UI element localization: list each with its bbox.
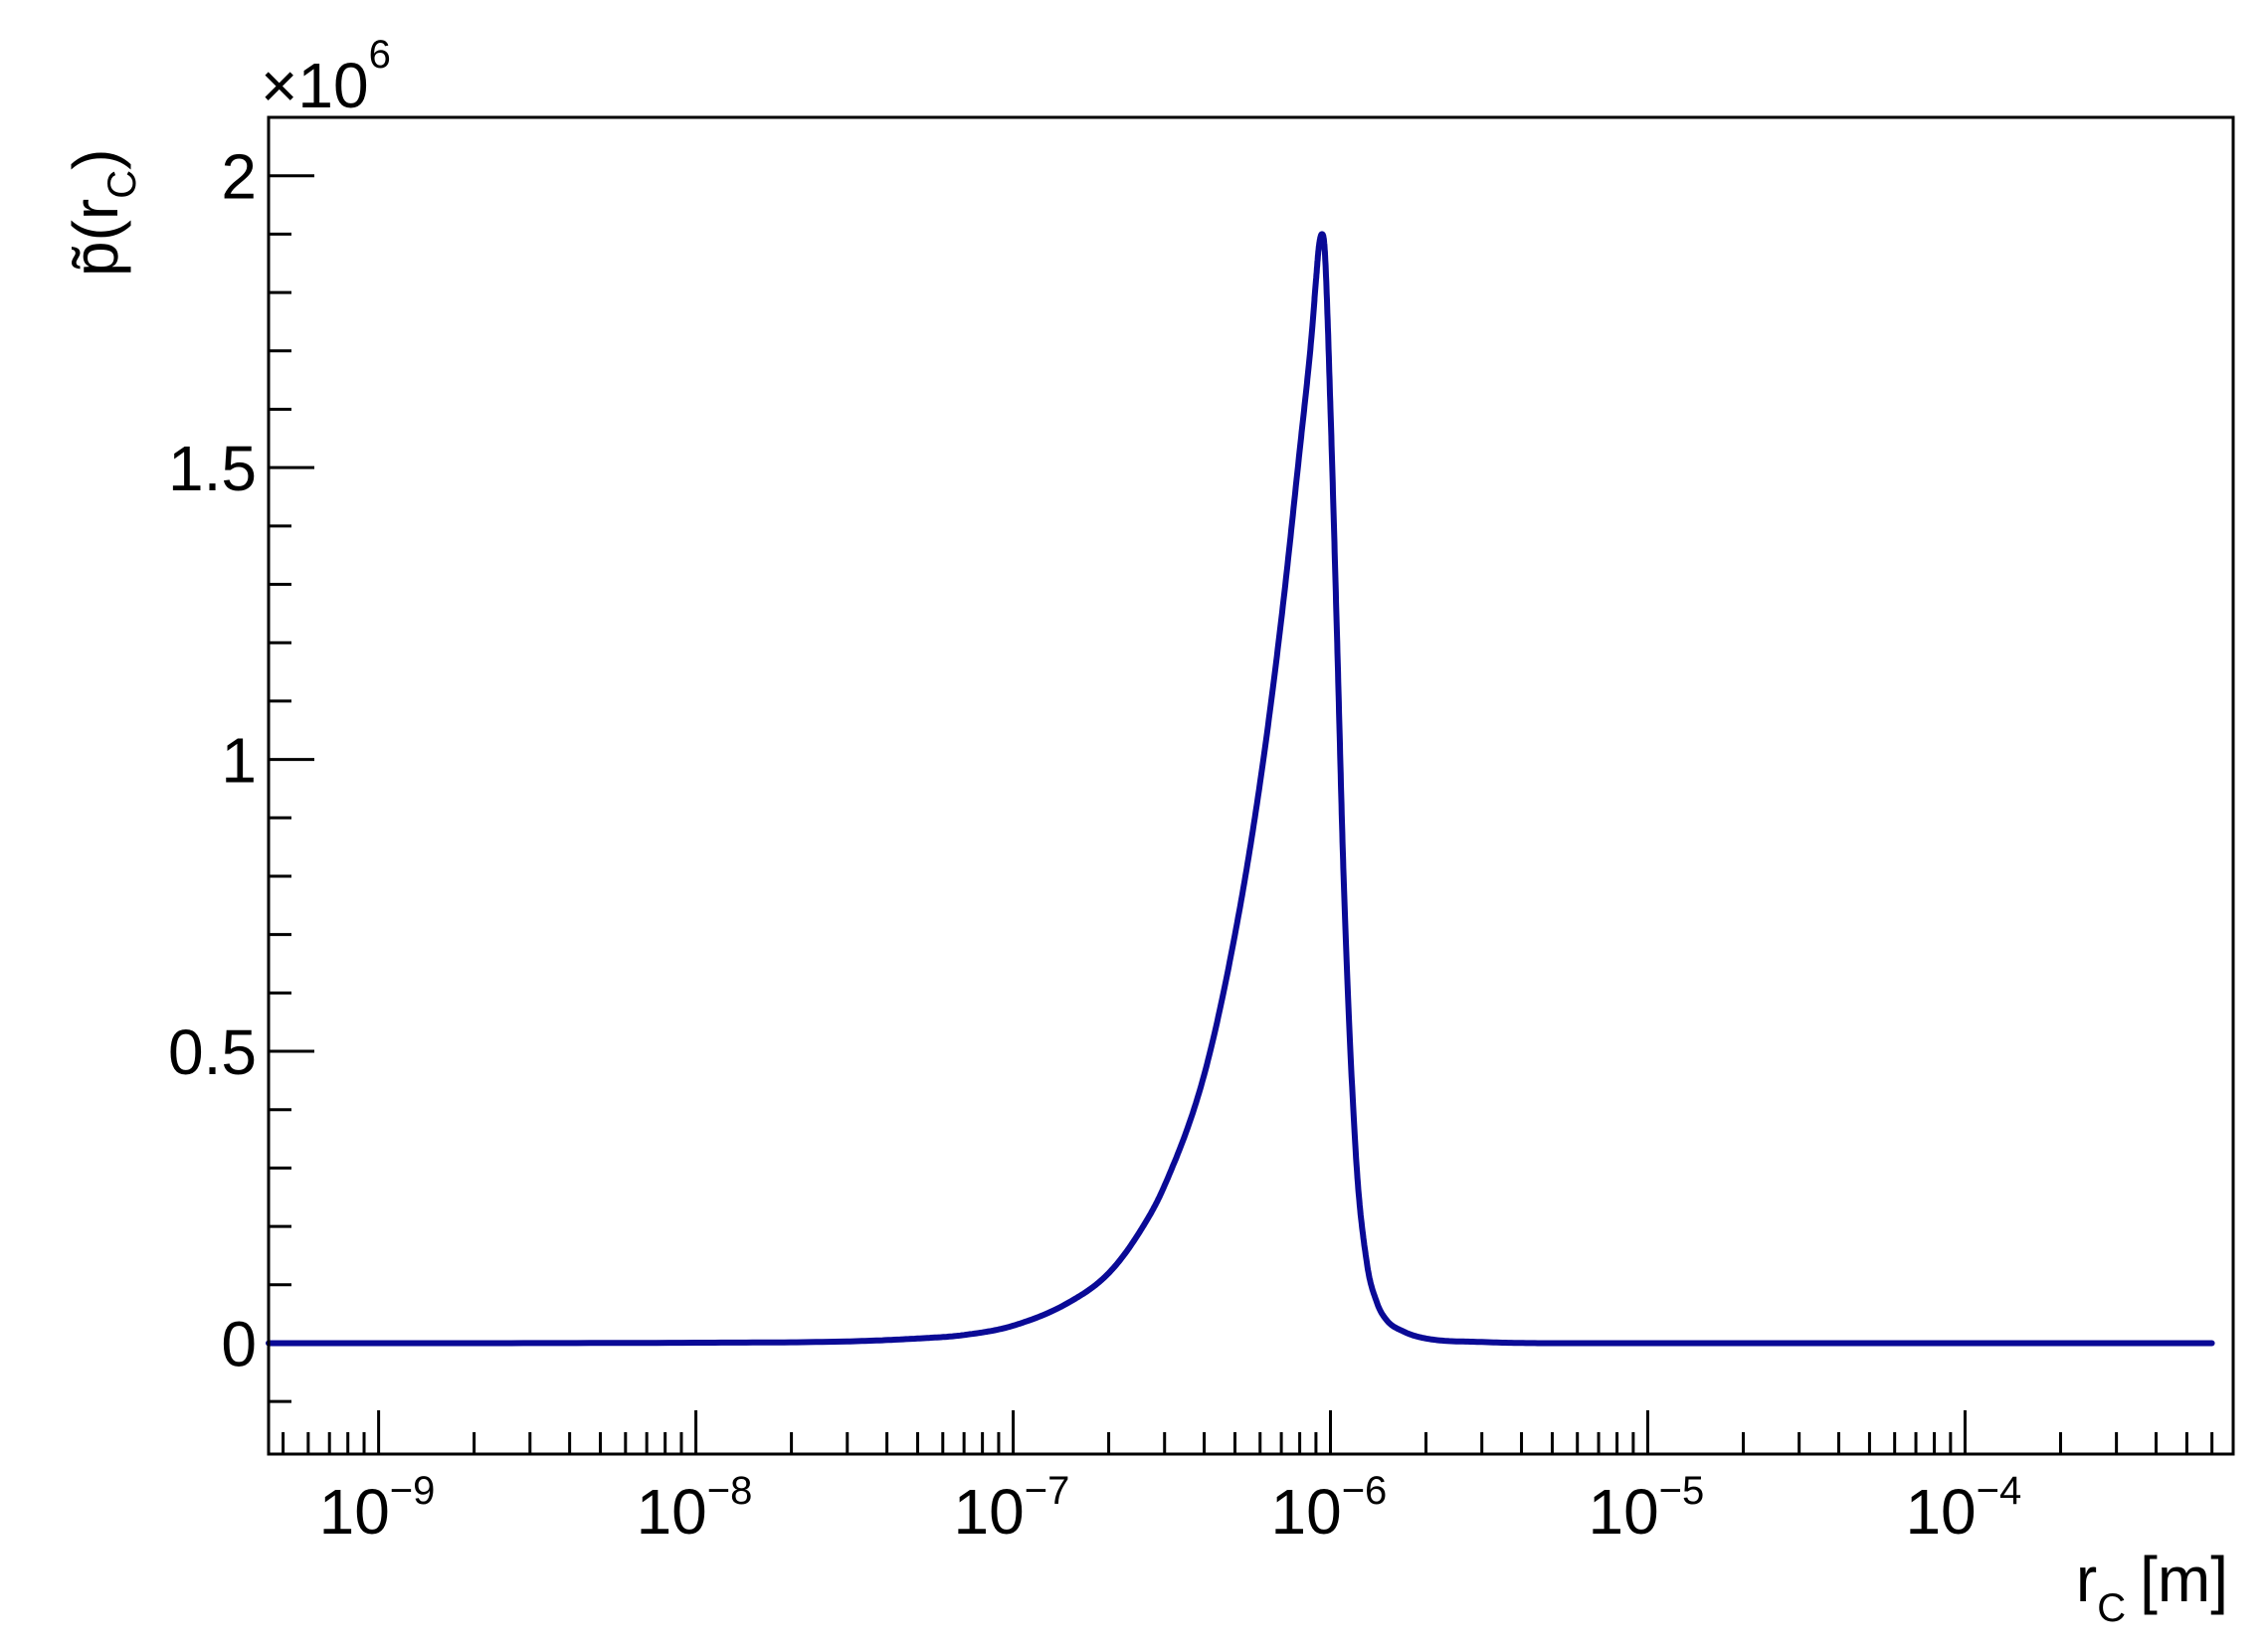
y-axis-title-main: p̃(r xyxy=(60,199,131,276)
x-tick-label-base: 10 xyxy=(954,1476,1025,1548)
y-multiplier: ×106 xyxy=(261,33,391,121)
y-tick-label: 0.5 xyxy=(168,1016,257,1088)
axis-ticks xyxy=(269,174,2235,1454)
y-tick-label: 1 xyxy=(221,725,257,797)
x-axis-title: rC [m] xyxy=(2076,1544,2228,1630)
x-tick-label-exp: −5 xyxy=(1659,1469,1705,1513)
plot-frame xyxy=(267,115,2235,1456)
x-tick-label-base: 10 xyxy=(1905,1476,1976,1548)
x-tick-label: 10−5 xyxy=(1588,1469,1704,1548)
y-tick-label: 1.5 xyxy=(168,433,257,504)
x-tick-label-base: 10 xyxy=(637,1476,707,1548)
x-tick-label-base: 10 xyxy=(1588,1476,1658,1548)
y-multiplier-exp: 6 xyxy=(369,33,391,77)
y-axis-title: p̃(rC) xyxy=(60,149,144,276)
x-tick-label: 10−6 xyxy=(1271,1469,1388,1548)
x-tick-labels: 10−9 10−8 10−7 10−6 10−5 10−4 xyxy=(319,1469,2022,1548)
y-tick-label: 0 xyxy=(221,1308,257,1379)
x-axis-title-unit: [m] xyxy=(2140,1544,2228,1615)
x-tick-label: 10−7 xyxy=(954,1469,1070,1548)
x-tick-label-exp: −8 xyxy=(707,1469,753,1513)
x-tick-label-exp: −6 xyxy=(1342,1469,1388,1513)
x-tick-label: 10−8 xyxy=(637,1469,753,1548)
x-tick-label-exp: −4 xyxy=(1977,1469,2022,1513)
x-tick-label-base: 10 xyxy=(1271,1476,1342,1548)
y-axis-title-close: ) xyxy=(60,149,131,170)
y-axis-title-sub: C xyxy=(100,170,144,199)
series-line xyxy=(266,231,2215,1347)
y-tick-label: 2 xyxy=(221,141,257,213)
x-tick-label: 10−9 xyxy=(319,1469,436,1548)
x-tick-label-exp: −7 xyxy=(1025,1469,1070,1513)
x-tick-label: 10−4 xyxy=(1905,1469,2021,1548)
x-axis-title-sub: C xyxy=(2097,1586,2126,1630)
x-axis-title-main: r xyxy=(2076,1544,2097,1615)
x-tick-label-base: 10 xyxy=(319,1476,390,1548)
y-tick-labels: 0 0.5 1 1.5 2 xyxy=(168,141,257,1380)
x-tick-label-exp: −9 xyxy=(390,1469,436,1513)
y-multiplier-base: ×10 xyxy=(261,50,369,121)
